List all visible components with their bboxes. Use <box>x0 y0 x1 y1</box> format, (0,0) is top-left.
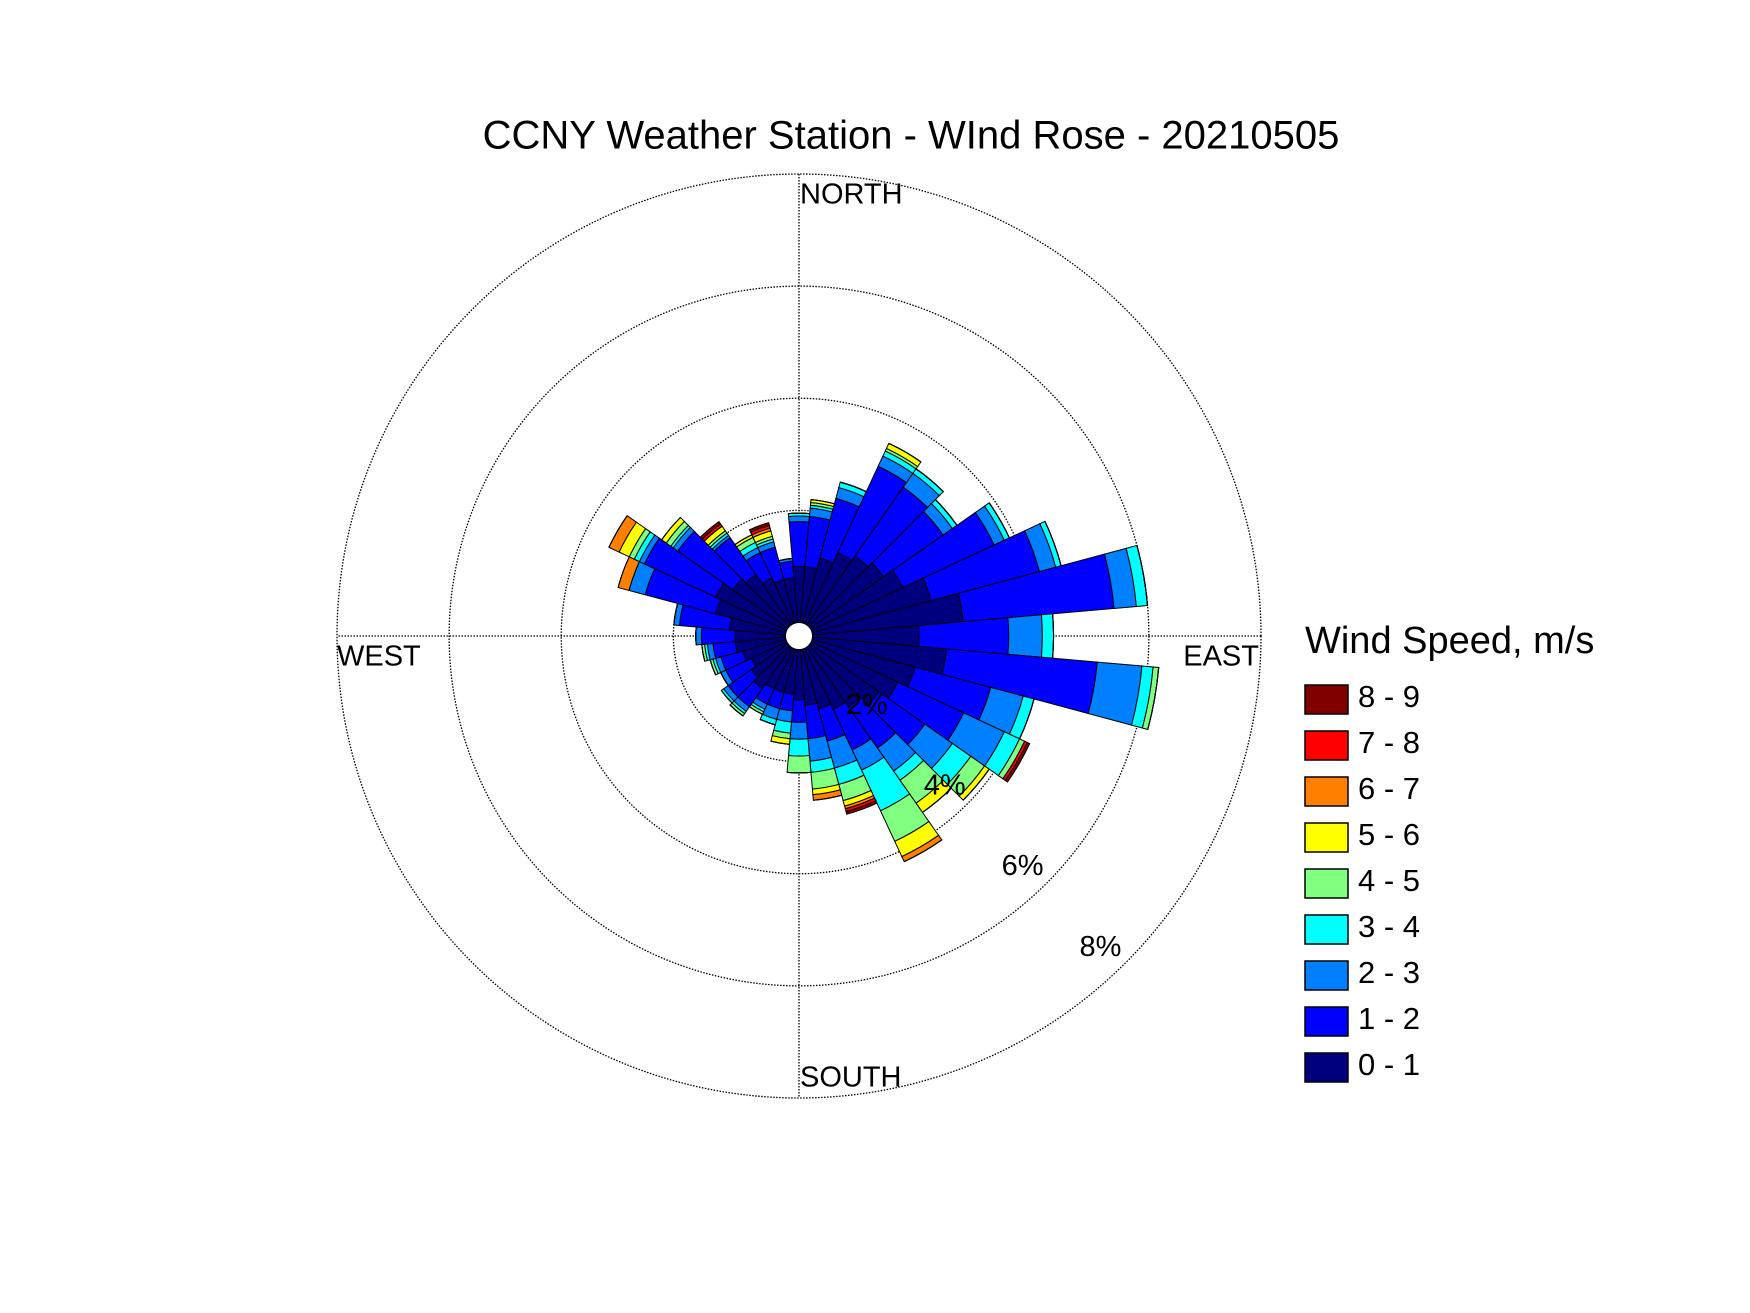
wedge-segment <box>786 755 812 774</box>
legend-label: 5 - 6 <box>1358 817 1420 852</box>
legend-label: 0 - 1 <box>1358 1047 1420 1082</box>
wedge-segment <box>699 520 722 540</box>
wedge-segment <box>661 517 681 541</box>
north-label: NORTH <box>800 179 903 211</box>
ring-label: 8% <box>1080 931 1122 963</box>
legend-swatch <box>1304 776 1349 807</box>
wedge-segment <box>608 515 628 548</box>
wedge-segment <box>1040 613 1055 659</box>
wedge-segment <box>720 690 733 704</box>
chart-title: CCNY Weather Station - WInd Rose - 20210… <box>483 114 1340 158</box>
legend-label: 6 - 7 <box>1358 771 1420 806</box>
legend-swatch <box>1304 960 1349 991</box>
wedge-segment <box>748 522 771 533</box>
wedge-segment <box>1007 614 1043 658</box>
wedge-segment <box>1004 741 1031 783</box>
wedge-segment <box>787 738 811 757</box>
legend-swatch <box>1304 914 1349 945</box>
legend-title: Wind Speed, m/s <box>1305 620 1594 662</box>
wedge-segment <box>790 699 808 723</box>
legend-swatch <box>1304 1006 1349 1037</box>
ring-label: 4% <box>924 770 966 802</box>
ring-label: 2% <box>846 689 888 721</box>
legend-label: 2 - 3 <box>1358 955 1420 990</box>
wedge-segment <box>787 771 811 774</box>
wedges <box>608 442 1160 863</box>
legend-label: 1 - 2 <box>1358 1001 1420 1036</box>
legend-swatch <box>1304 1052 1349 1083</box>
overlay: 2% 4% 6% 8% <box>785 622 1122 963</box>
legend-swatch <box>1304 730 1349 761</box>
center-hole <box>785 622 813 650</box>
wedge-segment <box>770 740 790 745</box>
wedge-segment <box>729 704 744 717</box>
legend-label: 3 - 4 <box>1358 909 1420 944</box>
wedge-segment <box>1136 545 1149 606</box>
wedge-segment <box>695 626 703 646</box>
wedge-segment <box>915 468 944 493</box>
west-label: WEST <box>337 641 421 673</box>
legend: 0 - 1 1 - 2 2 - 3 3 - 4 4 - 5 5 - 6 6 - 7 7 - 8… <box>1304 679 1420 1083</box>
ring-label: 6% <box>1002 850 1044 882</box>
legend-label: 7 - 8 <box>1358 725 1420 760</box>
wedge-segment <box>962 768 990 801</box>
wedge-segment <box>845 800 878 815</box>
wedge-segment <box>778 557 793 562</box>
south-label: SOUTH <box>800 1062 902 1094</box>
legend-label: 4 - 5 <box>1358 863 1420 898</box>
legend-swatch <box>1304 822 1349 853</box>
legend-swatch <box>1304 868 1349 899</box>
legend-swatch <box>1304 684 1349 715</box>
wedge-segment <box>787 515 811 523</box>
east-label: EAST <box>1183 641 1259 673</box>
wedge-segment <box>789 721 809 740</box>
legend-label: 8 - 9 <box>1358 679 1420 714</box>
